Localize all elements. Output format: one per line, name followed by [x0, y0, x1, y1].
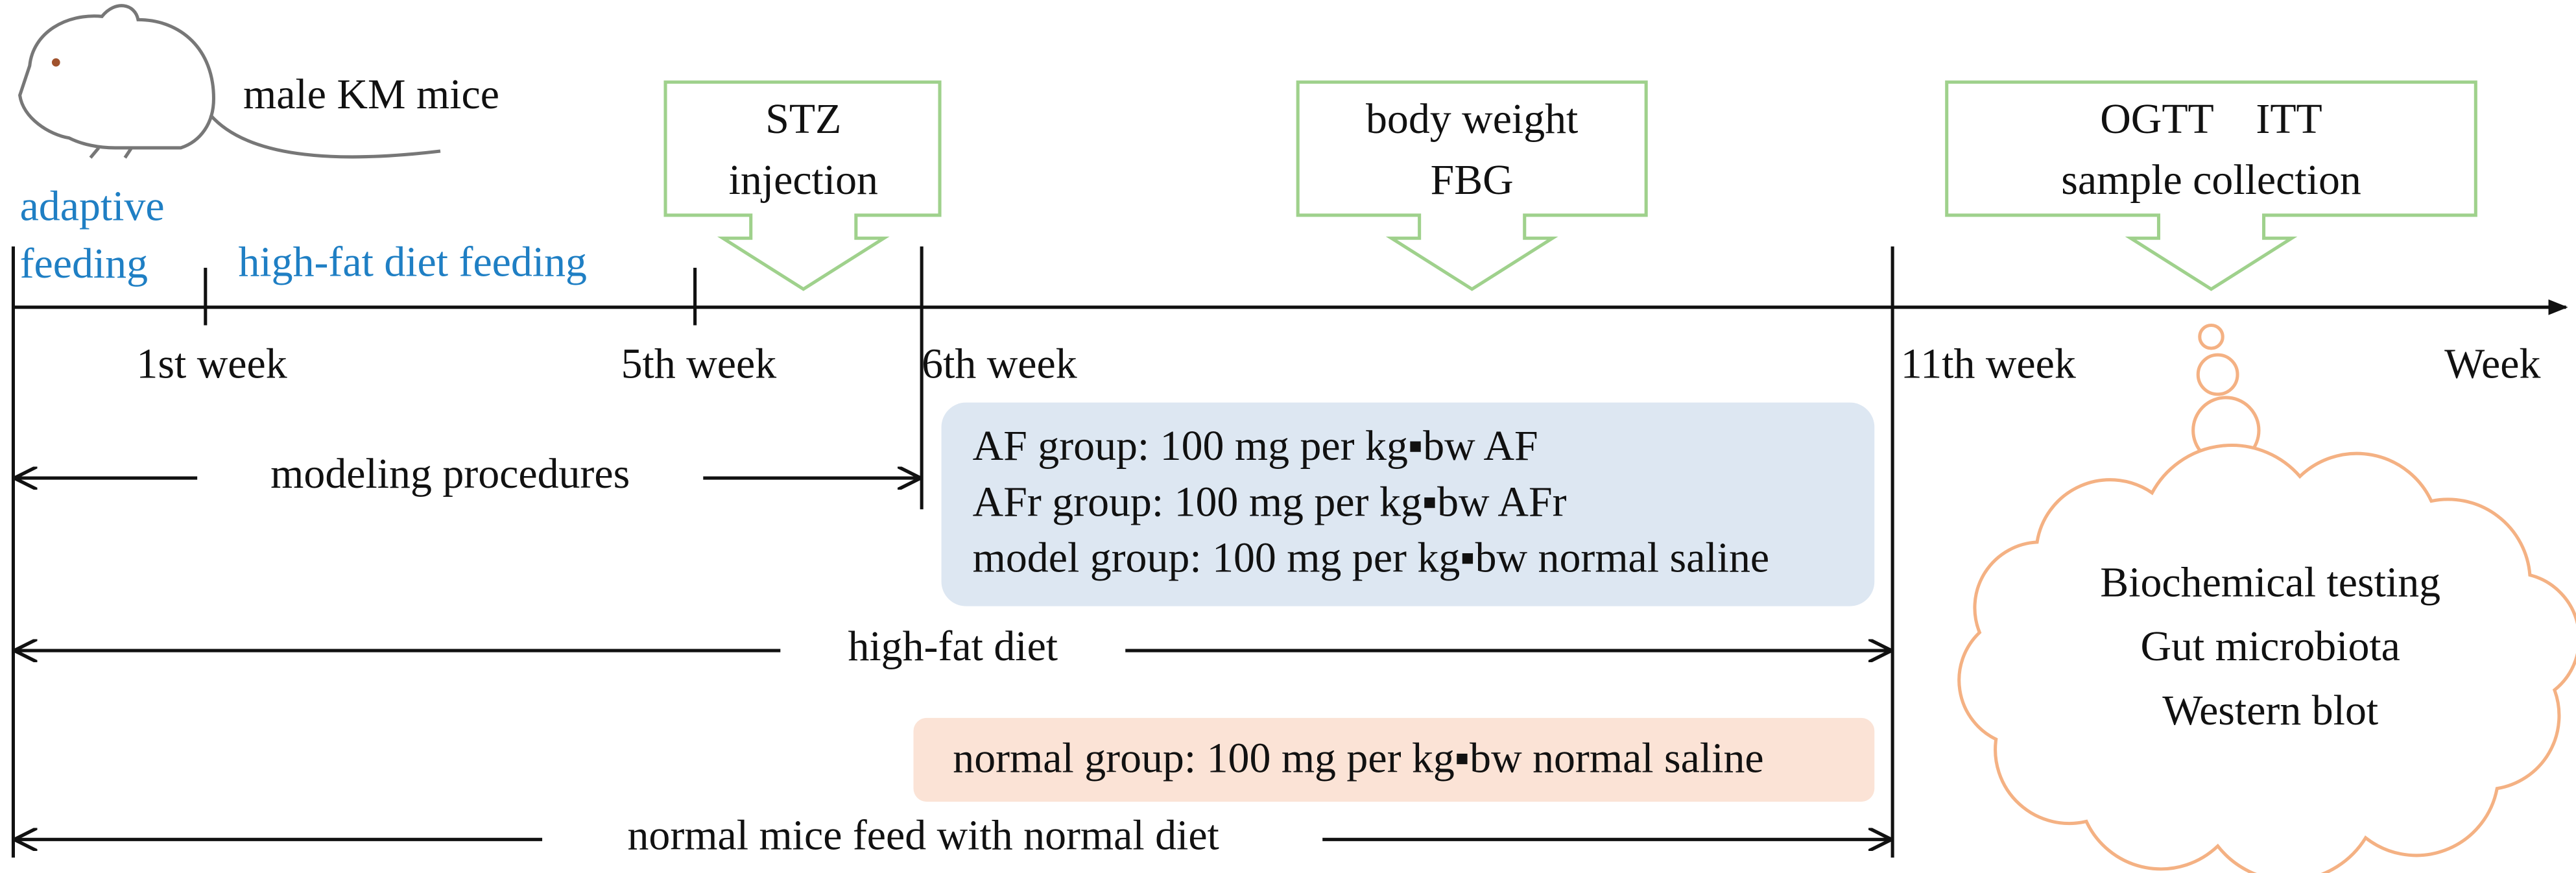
analysis-cloud [1957, 323, 2576, 873]
group-label: model group: 100 mg per kg▪bw normal sal… [973, 534, 1769, 581]
event-label: FBG [1431, 156, 1514, 204]
phase-label: adaptive [20, 182, 165, 230]
axis-unit: Week [2444, 340, 2540, 387]
group-label: AFr group: 100 mg per kg▪bw AFr [973, 478, 1567, 525]
event-label: body weight [1366, 95, 1578, 143]
treated-groups-box [941, 402, 1875, 606]
analysis-label: Western blot [2162, 687, 2378, 734]
normal-group-box [913, 717, 1875, 802]
event-callout [1945, 80, 2477, 291]
group-label: AF group: 100 mg per kg▪bw AF [973, 422, 1538, 470]
subject-label: male KM mice [243, 71, 499, 118]
event-label: sample collection [2061, 156, 2361, 204]
event-callout [1296, 80, 1648, 291]
event-label: injection [729, 156, 878, 204]
span-label: modeling procedures [270, 450, 630, 497]
event-label: OGTT ITT [2100, 95, 2322, 143]
event-callout [663, 80, 942, 291]
span-label: normal mice feed with normal diet [628, 811, 1219, 859]
analysis-label: Biochemical testing [2100, 558, 2440, 606]
week-label: 1st week [136, 340, 287, 387]
phase-label: feeding [20, 240, 148, 287]
analysis-label: Gut microbiota [2140, 623, 2400, 670]
phase-label: high-fat diet feeding [238, 238, 587, 285]
mouse-icon [18, 4, 441, 159]
week-label: 5th week [621, 340, 777, 387]
event-label: STZ [765, 95, 841, 143]
group-label: normal group: 100 mg per kg▪bw normal sa… [953, 734, 1763, 782]
week-label: 11th week [1901, 340, 2076, 387]
week-label: 6th week [922, 340, 1077, 387]
span-label: high-fat diet [848, 623, 1058, 670]
